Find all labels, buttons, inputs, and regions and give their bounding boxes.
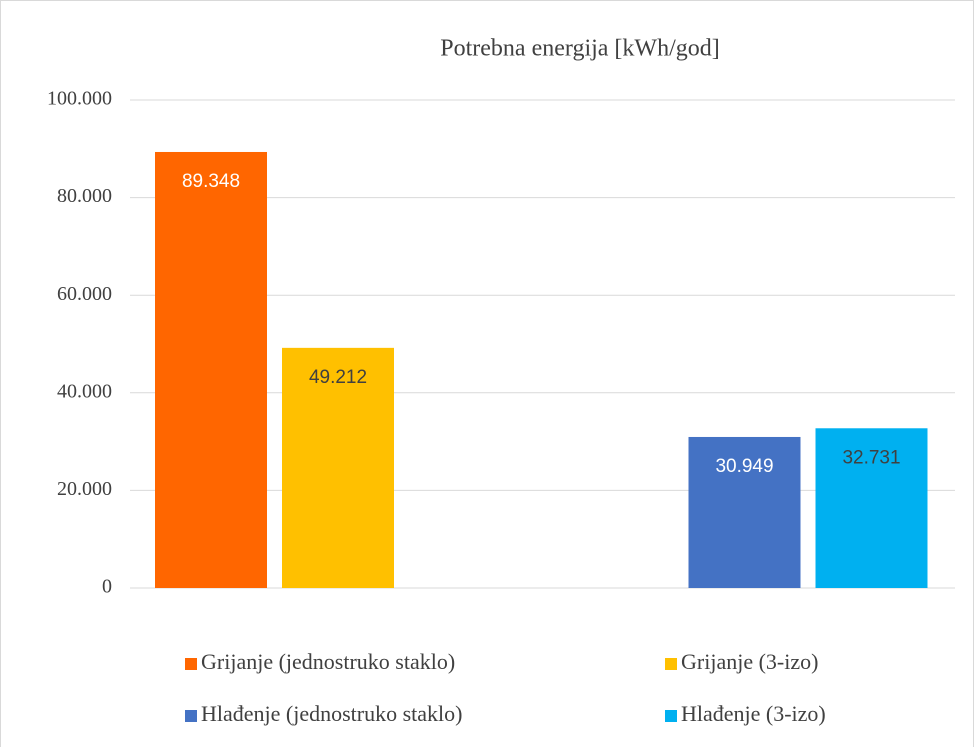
legend-label: Hlađenje (3-izo) <box>681 701 826 726</box>
chart-title: Potrebna energija [kWh/god] <box>440 36 719 62</box>
data-label: 32.731 <box>842 447 900 468</box>
bar <box>155 151 267 589</box>
legend-swatch <box>665 710 677 722</box>
legend-label: Grijanje (jednostruko staklo) <box>201 649 455 674</box>
bar <box>282 347 394 588</box>
data-label: 89.348 <box>182 171 240 192</box>
bar <box>815 428 928 588</box>
data-label: 49.212 <box>309 367 367 388</box>
y-tick-label: 80.000 <box>57 185 112 207</box>
y-tick-label: 60.000 <box>57 283 112 305</box>
y-tick-label: 40.000 <box>57 380 112 402</box>
y-tick-label: 100.000 <box>47 88 112 110</box>
legend-swatch <box>665 658 677 670</box>
legend-swatch <box>185 710 197 722</box>
y-tick-label: 20.000 <box>57 478 112 500</box>
bar <box>688 436 801 588</box>
legend-label: Hlađenje (jednostruko staklo) <box>201 701 463 726</box>
y-tick-label: 0 <box>102 576 112 598</box>
data-label: 30.949 <box>715 456 773 477</box>
legend-swatch <box>185 658 197 670</box>
legend-label: Grijanje (3-izo) <box>681 649 818 674</box>
